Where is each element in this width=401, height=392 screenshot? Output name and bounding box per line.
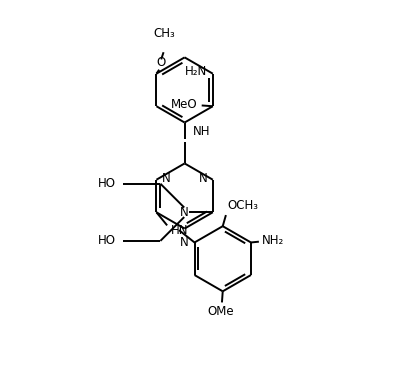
Text: H₂N: H₂N <box>185 65 207 78</box>
Text: NH: NH <box>193 125 211 138</box>
Text: NH₂: NH₂ <box>262 234 284 247</box>
Text: N: N <box>180 236 189 249</box>
Text: HO: HO <box>97 177 115 190</box>
Text: OMe: OMe <box>207 305 234 318</box>
Text: O: O <box>156 56 166 69</box>
Text: N: N <box>198 172 207 185</box>
Text: N: N <box>180 206 188 219</box>
Text: N: N <box>162 172 171 185</box>
Text: OCH₃: OCH₃ <box>227 199 259 212</box>
Text: HN: HN <box>171 224 188 237</box>
Text: CH₃: CH₃ <box>154 27 175 40</box>
Text: HO: HO <box>97 234 115 247</box>
Text: MeO: MeO <box>171 98 198 111</box>
